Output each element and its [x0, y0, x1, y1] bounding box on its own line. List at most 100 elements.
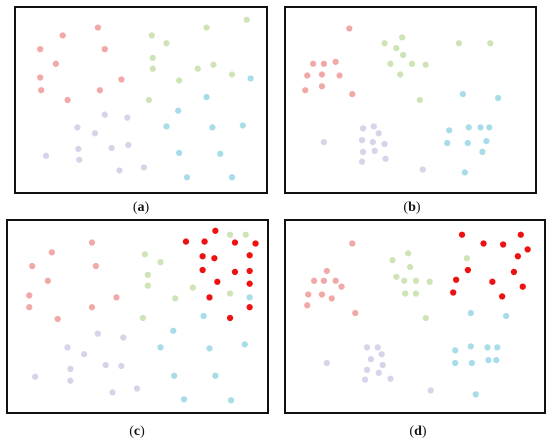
scatter-point-lavender — [378, 351, 385, 358]
scatter-point-cyan — [467, 309, 474, 317]
scatter-point-cyan — [444, 139, 451, 147]
scatter-point-green — [381, 40, 388, 47]
scatter-point-cyan — [459, 90, 466, 98]
scatter-point-lavender — [370, 123, 377, 130]
scatter-point-pink — [54, 315, 61, 323]
scatter-point-pink — [94, 24, 102, 31]
scatter-point-lavender — [101, 111, 108, 118]
scatter-point-green — [145, 96, 152, 104]
scatter-point-lavender — [118, 362, 125, 370]
scatter-point-green — [389, 257, 396, 264]
scatter-point-cyan — [206, 345, 213, 352]
panel-a-plot — [37, 16, 254, 181]
scatter-point-lavender — [358, 158, 366, 165]
scatter-point-pink — [310, 277, 318, 284]
scatter-point-lavender — [108, 144, 115, 152]
scatter-point-cyan — [484, 344, 491, 351]
scatter-point-lavender — [125, 141, 132, 149]
scatter-point-cyan — [175, 107, 182, 114]
scatter-point-red — [214, 278, 221, 285]
scatter-point-cyan — [228, 174, 236, 181]
scatter-point-green — [405, 250, 412, 257]
scatter-point-pink — [96, 87, 104, 94]
scatter-point-green — [226, 290, 234, 297]
caption-letter: a — [137, 200, 145, 215]
scatter-point-green — [393, 273, 400, 280]
scatter-point-red — [480, 240, 487, 247]
scatter-point-lavender — [379, 361, 386, 369]
scatter-point-green — [226, 231, 234, 238]
scatter-point-cyan — [494, 94, 502, 102]
scatter-point-lavender — [109, 389, 116, 396]
scatter-point-lavender — [124, 114, 131, 121]
scatter-point-red — [510, 268, 518, 276]
scatter-point-pink — [101, 45, 108, 53]
scatter-point-green — [141, 251, 148, 258]
scatter-point-green — [406, 263, 414, 271]
scatter-point-pink — [332, 277, 339, 284]
scatter-point-cyan — [452, 359, 459, 367]
scatter-point-lavender — [359, 125, 367, 132]
scatter-point-cyan — [479, 148, 486, 156]
scatter-point-red — [246, 280, 253, 287]
scatter-point-red — [453, 276, 460, 283]
scatter-point-cyan — [180, 396, 188, 403]
scatter-point-green — [242, 231, 249, 238]
scatter-point-green — [189, 284, 196, 291]
scatter-point-cyan — [246, 294, 253, 301]
scatter-point-green — [399, 34, 406, 41]
scatter-point-pink — [338, 283, 345, 290]
panel-b-caption: (b) — [382, 200, 442, 216]
scatter-point-red — [499, 293, 506, 300]
panel-c-plot — [26, 227, 259, 404]
scatter-point-green — [172, 295, 179, 302]
scatter-point-lavender — [67, 365, 74, 373]
scatter-point-lavender — [359, 148, 367, 156]
scatter-point-cyan — [217, 150, 224, 157]
scatter-point-green — [210, 61, 217, 68]
scatter-point-green — [402, 290, 409, 297]
scatter-point-red — [517, 231, 524, 238]
panel-c-caption: (c) — [107, 424, 167, 440]
scatter-point-cyan — [468, 359, 475, 367]
scatter-point-lavender — [361, 376, 369, 383]
scatter-point-lavender — [67, 377, 74, 384]
scatter-point-red — [201, 238, 208, 245]
scatter-point-cyan — [209, 124, 216, 131]
scatter-point-red — [182, 238, 190, 245]
scatter-point-lavender — [358, 136, 366, 144]
scatter-point-pink — [59, 32, 66, 39]
scatter-point-cyan — [486, 124, 493, 131]
caption-close-paren: ) — [140, 424, 145, 439]
scatter-point-lavender — [374, 344, 381, 351]
scatter-point-pink — [318, 291, 326, 298]
scatter-point-green — [463, 255, 471, 262]
scatter-point-cyan — [446, 127, 453, 134]
scatter-point-cyan — [239, 122, 246, 129]
caption-close-paren: ) — [415, 200, 421, 215]
scatter-point-lavender — [375, 130, 382, 137]
scatter-point-green — [243, 16, 250, 23]
scatter-point-pink — [44, 277, 52, 284]
scatter-point-green — [422, 61, 429, 68]
scatter-point-lavender — [64, 344, 71, 351]
scatter-point-pink — [352, 309, 359, 317]
scatter-point-green — [203, 24, 210, 31]
scatter-point-cyan — [461, 169, 468, 176]
scatter-point-cyan — [494, 344, 501, 351]
scatter-point-red — [199, 253, 206, 260]
scatter-point-pink — [26, 304, 33, 311]
scatter-point-cyan — [157, 344, 164, 351]
scatter-point-pink — [37, 45, 44, 53]
scatter-point-red — [199, 266, 206, 274]
scatter-point-green — [163, 40, 170, 47]
scatter-point-green — [157, 259, 164, 266]
scatter-point-lavender — [387, 375, 394, 382]
scatter-point-green — [139, 314, 147, 322]
caption-open-paren: ( — [403, 200, 409, 215]
scatter-point-cyan — [247, 75, 254, 82]
caption-close-paren: ) — [421, 424, 427, 439]
scatter-point-green — [401, 277, 408, 284]
scatter-point-pink — [309, 60, 317, 67]
scatter-point-green — [144, 271, 151, 279]
